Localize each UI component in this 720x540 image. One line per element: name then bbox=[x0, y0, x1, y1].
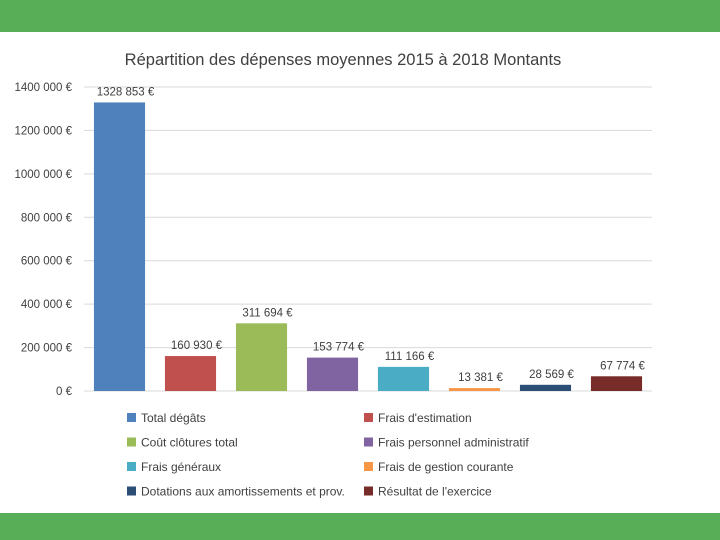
y-tick-label: 600 000 € bbox=[21, 256, 73, 268]
chart-title: Répartition des dépenses moyennes 2015 à… bbox=[125, 51, 562, 69]
legend-label-6: Frais de gestion courante bbox=[378, 460, 514, 474]
legend-swatch-1 bbox=[127, 413, 136, 422]
top-green-band bbox=[0, 0, 720, 32]
legend-label-4: Frais personnel administratif bbox=[378, 436, 529, 450]
y-tick-label: 1000 000 € bbox=[14, 169, 72, 181]
legend-label-8: Résultat de l'exercice bbox=[378, 485, 492, 499]
data-label-3: 311 694 € bbox=[242, 307, 293, 319]
legend-label-7: Dotations aux amortissements et prov. bbox=[141, 485, 345, 499]
legend-label-2: Frais d'estimation bbox=[378, 411, 472, 425]
expense-bar-chart: Répartition des dépenses moyennes 2015 à… bbox=[14, 51, 652, 499]
y-tick-label: 800 000 € bbox=[21, 212, 73, 224]
legend: Total dégâts Frais d'estimation Coût clôtu… bbox=[127, 411, 529, 499]
y-axis-labels: 0 € 200 000 € 400 000 € 600 000 € 800 000 € 1… bbox=[14, 82, 72, 398]
bar-6 bbox=[448, 388, 501, 391]
y-tick-label: 1200 000 € bbox=[14, 125, 72, 137]
bottom-green-band bbox=[0, 513, 720, 540]
data-labels: 1328 853 € 160 930 € 311 694 € 153 774 € 111… bbox=[97, 86, 646, 384]
data-label-6: 13 381 € bbox=[458, 372, 503, 384]
legend-swatch-6 bbox=[364, 462, 373, 471]
legend-swatch-5 bbox=[127, 462, 136, 471]
legend-label-5: Frais généraux bbox=[141, 460, 221, 474]
gridlines bbox=[84, 86, 652, 392]
data-label-5: 111 166 € bbox=[385, 351, 435, 363]
legend-swatch-8 bbox=[364, 486, 373, 496]
legend-swatch-2 bbox=[364, 413, 373, 422]
bar-1 bbox=[93, 102, 146, 391]
data-label-1: 1328 853 € bbox=[97, 86, 155, 98]
bar-8 bbox=[590, 376, 643, 391]
bar-5 bbox=[377, 366, 430, 391]
data-label-2: 160 930 € bbox=[171, 340, 223, 352]
bar-4 bbox=[306, 357, 359, 391]
y-tick-label: 200 000 € bbox=[21, 343, 73, 355]
legend-swatch-3 bbox=[127, 437, 136, 447]
bar-2 bbox=[164, 356, 217, 391]
data-label-7: 28 569 € bbox=[529, 369, 574, 381]
y-tick-label: 400 000 € bbox=[21, 299, 73, 311]
y-tick-label: 0 € bbox=[56, 386, 73, 398]
bar-7 bbox=[519, 384, 572, 391]
bars bbox=[93, 102, 643, 391]
legend-label-3: Coût clôtures total bbox=[141, 436, 238, 450]
data-label-8: 67 774 € bbox=[600, 360, 645, 372]
y-tick-label: 1400 000 € bbox=[14, 82, 72, 94]
legend-label-1: Total dégâts bbox=[141, 411, 206, 425]
data-label-4: 153 774 € bbox=[313, 342, 365, 354]
legend-swatch-4 bbox=[364, 437, 373, 447]
bar-3 bbox=[235, 323, 288, 391]
legend-swatch-7 bbox=[127, 486, 136, 496]
